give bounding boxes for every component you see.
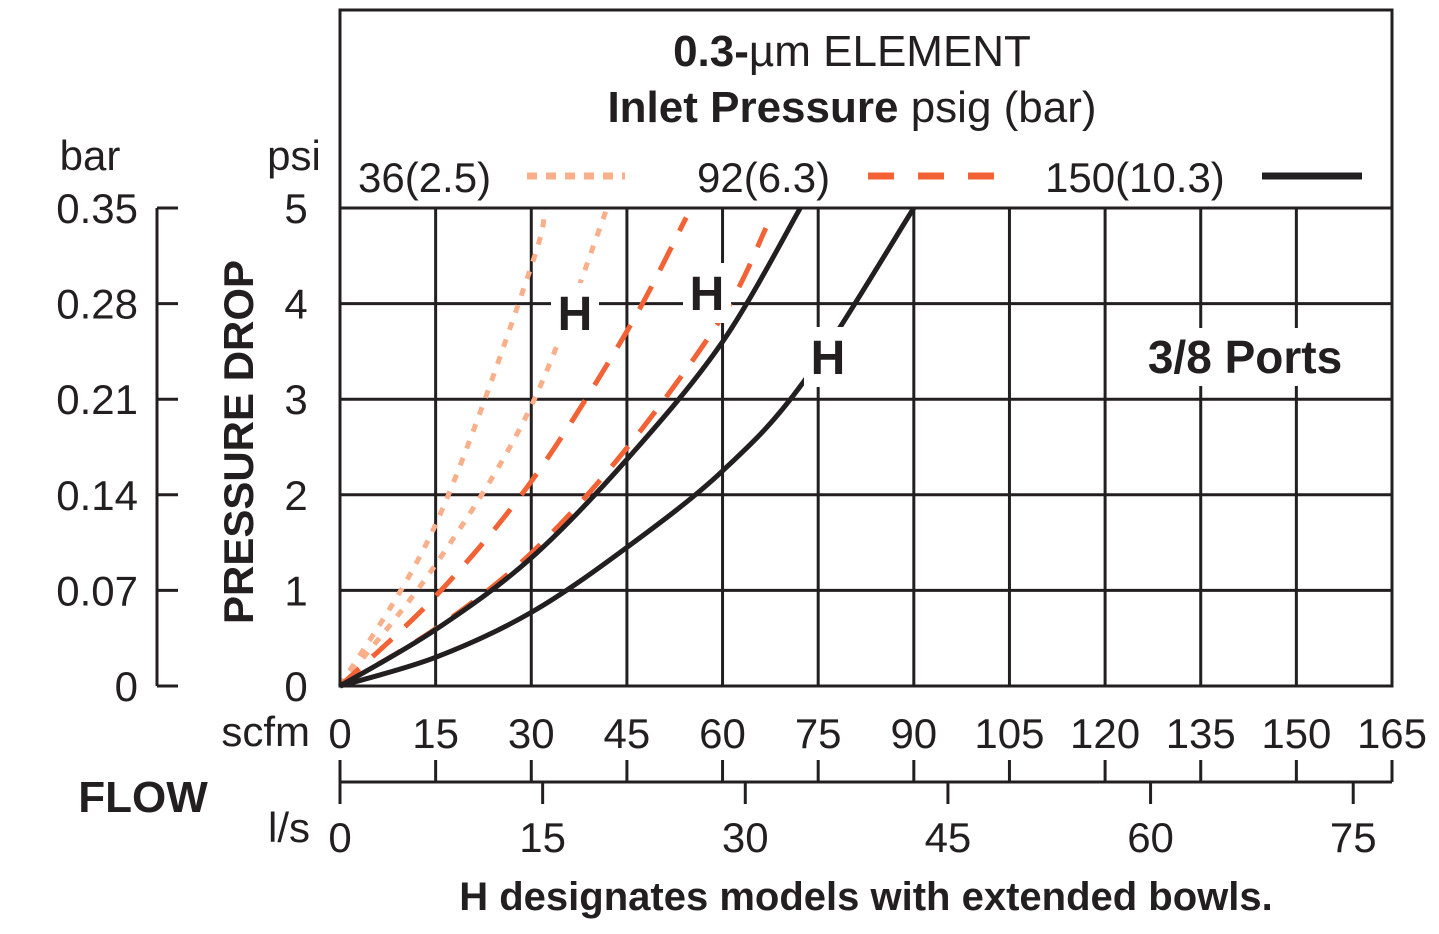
- chart-title: 0.3-µm ELEMENT: [673, 27, 1031, 76]
- ports-bg: [1118, 328, 1372, 386]
- labels: 0.3-µm ELEMENT Inlet Pressure psig (bar)…: [56, 27, 1427, 919]
- legend: 36(2.5) 92(6.3) 150(10.3): [358, 154, 1362, 201]
- curve-dotted-standard: [337, 207, 547, 688]
- h-marker: H: [558, 288, 593, 341]
- y-tick-label-psi: 3: [284, 376, 307, 423]
- y-unit-bar: bar: [60, 132, 121, 179]
- tick-labels: 0 15 30 45 60 75 90 105 120 135 150 1650010.0720.14…: [56, 185, 1427, 861]
- x-unit-ls: l/s: [268, 804, 310, 851]
- x-tick-label-ls: 60: [1127, 814, 1174, 861]
- curves: H H H: [337, 206, 1372, 689]
- legend-title: Inlet Pressure psig (bar): [607, 83, 1096, 132]
- curve-solid-standard: [338, 206, 803, 689]
- x-tick-label-scfm: 90: [890, 710, 937, 757]
- h-marker: H: [811, 332, 846, 385]
- curve-dotted-H: [338, 207, 610, 688]
- x-tick-label-scfm: 135: [1166, 710, 1236, 757]
- grid: [338, 206, 1394, 688]
- h-marker-bg: [551, 283, 599, 343]
- h-marker: H: [690, 268, 725, 321]
- x-tick-label-ls: 30: [722, 814, 769, 861]
- footnote: H designates models with extended bowls.: [459, 875, 1273, 919]
- y-tick-label-bar: 0: [115, 663, 138, 710]
- x-tick-label-scfm: 150: [1261, 710, 1331, 757]
- x-tick-label-scfm: 105: [974, 710, 1044, 757]
- legend-label: 36(2.5): [358, 154, 491, 201]
- h-marker-bg: [804, 327, 852, 387]
- plot-frame: [338, 206, 1394, 688]
- y-tick-label-psi: 0: [284, 663, 307, 710]
- y-tick-label-bar: 0.14: [56, 472, 138, 519]
- x-tick-label-scfm: 30: [508, 710, 555, 757]
- y-tick-label-psi: 1: [284, 567, 307, 614]
- x-tick-label-ls: 45: [925, 814, 972, 861]
- x-tick-label-scfm: 120: [1070, 710, 1140, 757]
- y-axis-label: PRESSURE DROP: [215, 260, 262, 624]
- y-tick-label-psi: 4: [284, 281, 307, 328]
- x-tick-label-ls: 75: [1330, 814, 1377, 861]
- frame: [155, 8, 1394, 804]
- y-tick-label-psi: 2: [284, 472, 307, 519]
- x-tick-label-scfm: 0: [328, 710, 351, 757]
- x-tick-label-ls: 0: [328, 814, 351, 861]
- x-unit-scfm: scfm: [221, 708, 310, 755]
- x-tick-label-scfm: 75: [795, 710, 842, 757]
- ports-annotation: 3/8 Ports: [1148, 331, 1342, 383]
- y-tick-label-psi: 5: [284, 185, 307, 232]
- y-tick-label-bar: 0.21: [56, 376, 138, 423]
- y-tick-label-bar: 0.35: [56, 185, 138, 232]
- x-tick-label-scfm: 15: [412, 710, 459, 757]
- x-axis-label: FLOW: [78, 773, 208, 822]
- x-tick-label-scfm: 45: [604, 710, 651, 757]
- y-tick-label-bar: 0.07: [56, 567, 138, 614]
- y-tick-label-bar: 0.28: [56, 281, 138, 328]
- y-unit-psi: psi: [267, 132, 321, 179]
- legend-label: 92(6.3): [697, 154, 830, 201]
- h-marker-bg: [683, 263, 731, 323]
- curve-dashed-standard: [338, 216, 689, 688]
- x-tick-label-ls: 15: [519, 814, 566, 861]
- legend-label: 150(10.3): [1045, 154, 1225, 201]
- x-tick-label-scfm: 60: [699, 710, 746, 757]
- x-tick-label-scfm: 165: [1357, 710, 1427, 757]
